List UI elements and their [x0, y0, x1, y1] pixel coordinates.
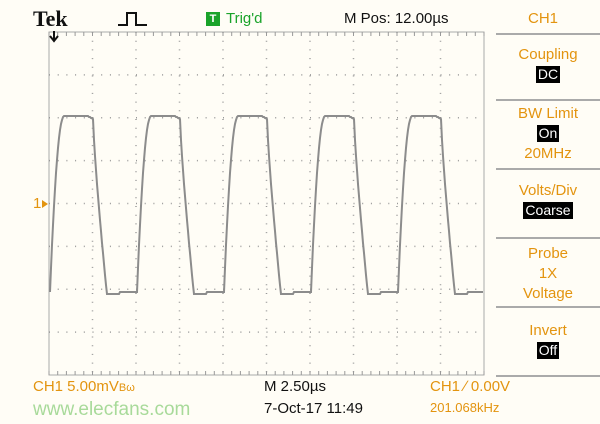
menu-value: DC: [535, 66, 561, 83]
menu-value: On: [536, 125, 560, 142]
pulse-icon: [118, 12, 147, 26]
menu-title: CH1: [528, 10, 559, 27]
ch1-trace: [49, 115, 483, 295]
frequency-readout: 201.068kHz: [430, 400, 500, 415]
menu-volts-div[interactable]: Volts/Div Coarse: [496, 181, 600, 221]
ch1-scale-text: CH1 5.00mV: [33, 378, 119, 395]
trigger-readout: CH1 ∕ 0.00V: [430, 378, 511, 395]
menu-bw-limit[interactable]: BW Limit On 20MHz: [496, 104, 600, 164]
menu-label: Volts/Div: [518, 182, 578, 199]
menu-coupling[interactable]: Coupling DC: [496, 45, 600, 85]
menu-label: Invert: [529, 322, 567, 339]
divider: [496, 306, 600, 308]
m-pos-readout: M Pos: 12.00µs: [344, 10, 449, 27]
menu-invert[interactable]: Invert Off: [496, 321, 600, 361]
trigger-position-icon: [49, 31, 59, 43]
divider: [496, 237, 600, 239]
divider: [496, 375, 600, 377]
menu-extra: Voltage: [522, 285, 574, 302]
menu-extra: 20MHz: [524, 145, 572, 162]
menu-value: 1X: [538, 265, 558, 282]
ch1-ground-marker-icon: [42, 200, 48, 208]
menu-value: Off: [536, 342, 560, 359]
menu-label: Probe: [527, 245, 569, 262]
watermark: www.elecfans.com: [33, 399, 191, 420]
divider: [496, 33, 600, 35]
menu-value: Coarse: [523, 202, 573, 219]
trigger-status: T Trig'd: [206, 10, 262, 27]
ch1-scale: CH1 5.00mVBω: [33, 378, 135, 395]
divider: [496, 99, 600, 101]
graticule: [48, 31, 485, 376]
trigger-status-text: Trig'd: [226, 10, 263, 27]
brand-logo: Tek: [33, 6, 68, 31]
trigger-badge: T: [206, 12, 220, 26]
bw-limit-icon: Bω: [118, 382, 135, 394]
divider: [496, 168, 600, 170]
menu-label: Coupling: [518, 46, 578, 63]
datetime: 7-Oct-17 11:49: [264, 400, 363, 417]
menu-probe[interactable]: Probe 1X Voltage: [496, 244, 600, 304]
ch1-marker-label: 1: [33, 195, 42, 212]
timebase: M 2.50µs: [264, 378, 326, 395]
menu-label: BW Limit: [518, 105, 578, 122]
